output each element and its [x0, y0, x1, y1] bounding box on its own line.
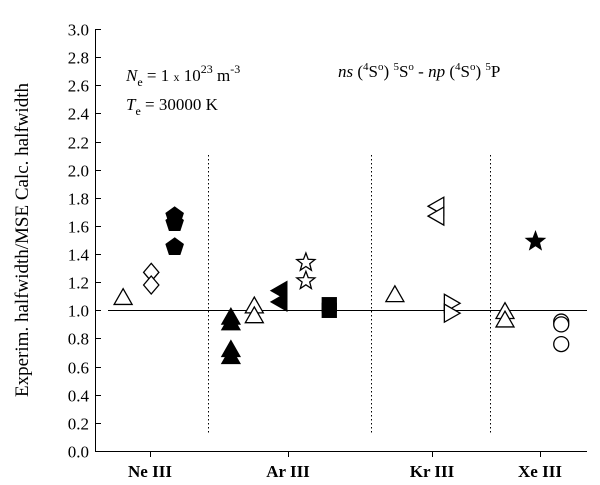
- y-tick-label: 1.0: [68, 302, 89, 321]
- data-point-triangle-up-filled: [220, 312, 242, 331]
- data-point-pentagon-filled: [165, 237, 184, 255]
- y-tick-label: 0.0: [68, 443, 89, 462]
- data-point-triangle-up-open: [494, 309, 516, 328]
- y-tick-label: 0.6: [68, 359, 89, 378]
- chart-frame: [95, 29, 587, 452]
- data-point-pentagon-filled: [165, 213, 184, 232]
- y-axis-label: Experim. halfwidth/MSE Calc. halfwidth: [12, 83, 33, 397]
- density-annotation: Ne = 1 x 1023 m-3: [125, 62, 240, 89]
- y-tick-label: 0.2: [68, 415, 89, 434]
- annotations: Ne = 1 x 1023 m-3 Te = 30000 K ns (4So) …: [125, 61, 500, 118]
- y-tick-label: 0.4: [68, 387, 90, 406]
- data-point-triangle-up-open: [244, 305, 265, 324]
- x-tick-label-ar: Ar III: [266, 462, 310, 481]
- x-tick-label-kr: Kr III: [410, 462, 455, 481]
- data-point-triangle-up-open: [384, 284, 406, 303]
- temperature-annotation: Te = 30000 K: [126, 95, 219, 118]
- data-point-star-filled: [524, 230, 547, 251]
- data-point-triangle-left-open: [426, 205, 445, 227]
- data-point-triangle-up-filled: [220, 346, 242, 365]
- data-point-triangle-left-filled: [269, 291, 288, 313]
- data-point-circle-open: [553, 316, 570, 333]
- y-tick-label: 2.8: [68, 49, 89, 68]
- y-tick-label: 1.4: [68, 246, 90, 265]
- y-ticks: 0.0 0.2 0.4 0.6 0.8 1.0 1.2 1.4 1.6 1.8 2.0 2.2 2.4 2…: [68, 21, 101, 462]
- y-tick-label: 1.6: [68, 218, 89, 237]
- data-point-triangle-right-open: [443, 303, 462, 324]
- data-point-square-filled: [321, 302, 337, 318]
- data-point-diamond-open: [142, 275, 160, 296]
- y-tick-label: 2.0: [68, 162, 89, 181]
- x-tick-label-xe: Xe III: [518, 462, 562, 481]
- y-tick-label: 2.4: [68, 105, 90, 124]
- data-point-star-open: [295, 251, 317, 272]
- y-tick-label: 1.8: [68, 190, 89, 209]
- y-tick-label: 0.8: [68, 330, 89, 349]
- transition-annotation: ns (4So) 5So - np (4So) 5P: [338, 61, 500, 81]
- data-point-circle-open: [553, 335, 570, 353]
- x-category-labels: Ne III Ar III Kr III Xe III: [128, 451, 562, 481]
- y-tick-label: 2.6: [68, 77, 89, 96]
- category-dividers: [208, 155, 491, 433]
- y-tick-label: 3.0: [68, 21, 89, 40]
- y-tick-label: 2.2: [68, 134, 89, 153]
- data-point-triangle-up-open: [112, 287, 134, 306]
- x-tick-label-ne: Ne III: [128, 462, 172, 481]
- y-tick-label: 1.2: [68, 274, 89, 293]
- data-markers: [112, 196, 570, 365]
- data-point-star-open: [295, 269, 317, 290]
